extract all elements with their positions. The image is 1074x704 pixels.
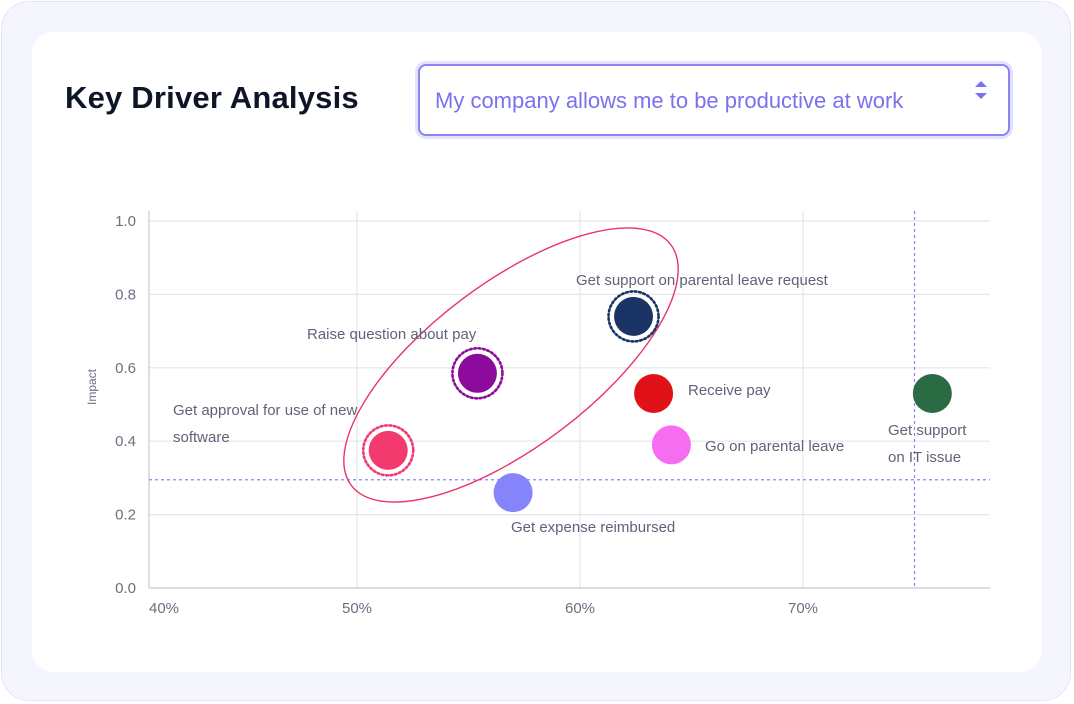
data-point-label: Get expense reimbursed xyxy=(511,519,675,536)
x-tick-label: 50% xyxy=(342,600,372,617)
y-tick-label: 1.0 xyxy=(115,213,136,230)
data-point-label: Get support on IT issue xyxy=(888,422,967,466)
data-point xyxy=(634,373,674,413)
highlight-ellipse xyxy=(343,227,679,503)
y-tick-label: 0.8 xyxy=(115,286,136,303)
data-point-highlight-ring xyxy=(607,290,660,343)
data-point-label: Receive pay xyxy=(688,382,771,399)
data-point xyxy=(651,425,691,465)
data-point xyxy=(493,473,533,513)
data-point-label: Get support on parental leave request xyxy=(576,272,829,289)
data-point-label: Raise question about pay xyxy=(307,326,477,343)
data-point xyxy=(614,296,654,336)
x-tick-label: 70% xyxy=(788,600,818,617)
y-tick-label: 0.4 xyxy=(115,433,136,450)
question-select[interactable]: My company allows me to be productive at… xyxy=(418,64,1010,136)
data-point xyxy=(912,373,952,413)
data-point xyxy=(457,353,497,393)
x-tick-label: 60% xyxy=(565,600,595,617)
analysis-card xyxy=(32,32,1042,672)
x-tick-label: 40% xyxy=(149,600,179,617)
data-point-label: Get approval for use of new software xyxy=(173,402,357,446)
page-title: Key Driver Analysis xyxy=(65,80,359,115)
data-point-highlight-ring xyxy=(361,424,415,477)
sort-arrows-icon xyxy=(975,81,987,99)
y-tick-label: 0.2 xyxy=(115,507,136,524)
data-point-label: Go on parental leave xyxy=(705,438,844,455)
data-point-highlight-ring xyxy=(451,347,504,400)
y-axis-label: Impact xyxy=(85,368,99,405)
y-tick-label: 0.0 xyxy=(115,580,136,597)
y-tick-label: 0.6 xyxy=(115,360,136,377)
question-select-value: My company allows me to be productive at… xyxy=(435,88,904,113)
data-point xyxy=(368,430,408,470)
